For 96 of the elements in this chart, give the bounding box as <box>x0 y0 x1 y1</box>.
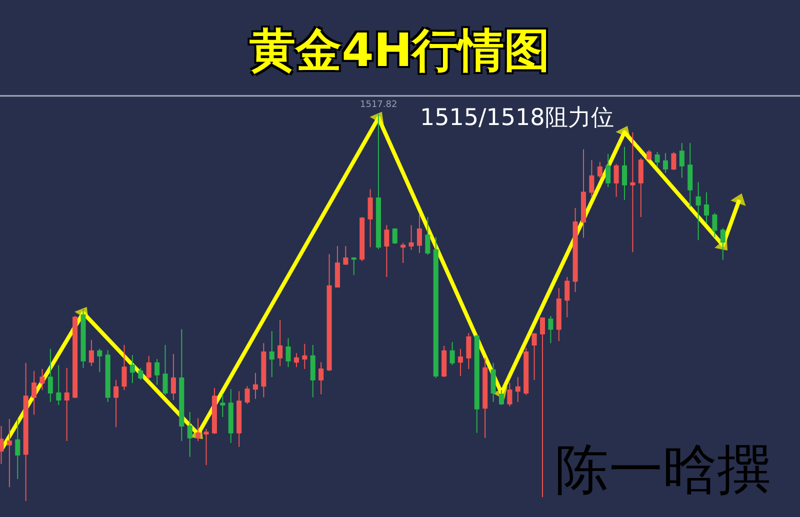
candlestick <box>278 319 283 366</box>
point <box>616 126 630 139</box>
candlestick <box>80 308 86 368</box>
candlestick <box>196 418 201 442</box>
candlestick <box>606 153 611 188</box>
candlestick <box>326 254 332 372</box>
candlestick <box>114 379 119 428</box>
candlestick <box>236 390 242 448</box>
candlestick <box>212 388 217 435</box>
annotation: 1515/1518阻力位 <box>420 105 614 131</box>
candlestick <box>663 152 668 174</box>
candlestick <box>466 332 472 370</box>
candlestick <box>524 348 529 396</box>
candlestick <box>384 224 390 278</box>
candlestick <box>548 316 554 344</box>
candlestick <box>458 348 463 377</box>
candlestick <box>0 425 4 464</box>
candlestick <box>490 362 496 402</box>
candlestick <box>400 242 406 264</box>
point <box>370 112 384 125</box>
candlestick <box>696 182 701 241</box>
candlestick <box>688 142 693 208</box>
candlestick <box>646 150 652 161</box>
candlestick <box>334 245 340 288</box>
candlestick <box>88 340 94 366</box>
candlestick <box>261 342 266 398</box>
candlestick <box>286 338 291 368</box>
candlestick <box>376 114 381 250</box>
candlestick <box>170 353 176 401</box>
candlestick <box>228 388 234 444</box>
candlestick <box>597 162 602 178</box>
candlestick <box>244 386 250 404</box>
candlestick <box>318 362 324 395</box>
candlestick <box>416 214 422 254</box>
annotation: 陈一晗撰 <box>555 438 771 501</box>
candlestick <box>351 256 356 276</box>
candlestick <box>589 160 594 198</box>
candlestick <box>64 367 70 442</box>
candlestick <box>310 344 316 398</box>
candlestick <box>474 334 480 434</box>
candlestick <box>442 345 447 378</box>
candlestick <box>130 354 135 384</box>
candlestick <box>392 228 398 245</box>
annotation: 1517.82 <box>360 100 398 110</box>
candlestick <box>515 376 520 402</box>
candlestick <box>294 352 299 368</box>
chart-title: 黄金4H行情图 <box>250 23 550 78</box>
candlestick <box>302 343 308 370</box>
candlestick <box>56 364 62 406</box>
candlestick <box>556 288 562 342</box>
candlestick <box>712 212 718 238</box>
candlestick <box>532 332 537 380</box>
candlestick <box>146 355 152 380</box>
candlestick <box>343 245 348 266</box>
candlestick <box>105 350 110 402</box>
candlestick <box>450 341 455 366</box>
candlestick <box>6 418 12 488</box>
candlestick <box>162 344 168 396</box>
candlestick <box>540 316 545 498</box>
candlestick <box>572 208 578 293</box>
candlestick <box>360 216 365 262</box>
candlestick <box>679 142 684 178</box>
candlestick <box>269 330 274 378</box>
candlestick <box>72 316 78 399</box>
candlestick <box>638 158 644 218</box>
candlestick <box>630 132 636 253</box>
candlestick <box>122 344 127 390</box>
candlestick <box>498 389 504 406</box>
candlestick <box>48 348 53 402</box>
candlestick <box>654 151 660 168</box>
candlestick <box>425 216 430 256</box>
candlestick <box>408 224 414 250</box>
candlestick <box>622 146 628 200</box>
point <box>730 193 746 206</box>
candlestick <box>507 382 512 407</box>
candlestick <box>15 418 20 480</box>
candlestick <box>564 276 570 318</box>
candlestick <box>32 370 37 416</box>
candlestick <box>433 236 438 378</box>
candlestick <box>220 394 226 418</box>
candlestick <box>138 367 144 380</box>
candlestick <box>179 328 184 442</box>
candlestick <box>23 362 28 502</box>
candlestick <box>704 192 710 224</box>
candlestick <box>720 228 726 260</box>
candlestick <box>252 372 258 400</box>
candlestick <box>580 148 586 238</box>
candlestick <box>614 163 619 198</box>
candlestick <box>482 357 488 438</box>
candlestick <box>40 368 45 390</box>
candlestick <box>671 151 676 171</box>
candlestick <box>187 412 192 458</box>
candlestick <box>368 188 373 248</box>
candlestick <box>154 358 160 386</box>
candlestick <box>97 348 102 373</box>
candlestick <box>204 428 209 466</box>
